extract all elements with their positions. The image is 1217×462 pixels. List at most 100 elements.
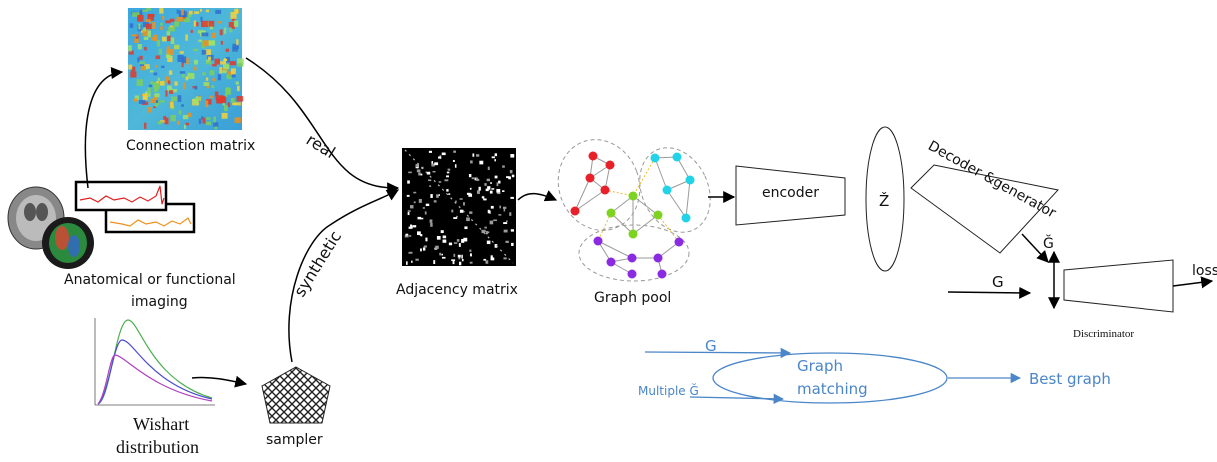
heatmap-cell: [186, 57, 189, 65]
adjacency-dot: [431, 163, 435, 167]
connection-matrix-heatmap: [128, 8, 244, 130]
adjacency-dot: [447, 168, 451, 171]
heatmap-cell: [224, 27, 227, 34]
heatmap-cell: [169, 18, 175, 22]
adjacency-dot: [420, 217, 424, 220]
adjacency-dot: [469, 261, 473, 264]
adjacency-dot: [423, 245, 427, 248]
heatmap-cell: [133, 98, 138, 102]
adjacency-dot: [438, 194, 441, 196]
heatmap-cell: [134, 95, 139, 101]
heatmap-cell: [234, 8, 239, 14]
adjacency-dot: [432, 170, 436, 173]
heatmap-cell: [193, 20, 197, 27]
g-hat-label: Ğ: [1043, 236, 1054, 252]
heatmap-cell: [230, 68, 236, 75]
heatmap-cell: [236, 61, 244, 67]
heatmap-cell: [145, 19, 151, 23]
adjacency-dot: [469, 211, 473, 214]
heatmap-cell: [150, 70, 154, 73]
heatmap-cell: [131, 34, 139, 37]
heatmap-cell: [203, 82, 209, 86]
heatmap-cell: [227, 102, 231, 107]
adjacency-dot: [407, 210, 411, 212]
adjacency-dot: [458, 243, 461, 247]
heatmap-cell: [201, 116, 204, 120]
adjacency-dot: [420, 248, 422, 252]
heatmap-cell: [223, 58, 227, 65]
graph-node-purple: [674, 237, 684, 247]
adjacency-dot: [457, 254, 461, 258]
heatmap-cell: [170, 37, 175, 45]
heatmap-cell: [190, 29, 193, 33]
graph-node-cyan: [650, 153, 660, 163]
heatmap-cell: [144, 46, 147, 51]
heatmap-cell: [177, 55, 184, 62]
adjacency-dot: [452, 159, 455, 162]
heatmap-cell: [214, 58, 220, 65]
heatmap-cell: [150, 81, 154, 85]
heatmap-cell: [134, 38, 139, 43]
heatmap-cell: [160, 120, 166, 123]
heatmap-cell: [155, 55, 161, 60]
heatmap-cell: [223, 64, 230, 70]
adjacency-dot: [490, 182, 492, 184]
heatmap-cell: [155, 64, 158, 68]
heatmap-cell: [225, 48, 229, 52]
heatmap-cell: [177, 95, 182, 102]
adjacency-dot: [424, 211, 427, 215]
graph-node-green: [606, 208, 616, 218]
heatmap-cell: [161, 15, 165, 20]
adjacency-dot: [490, 205, 494, 209]
heatmap-cell: [222, 70, 227, 74]
adjacency-dot: [433, 260, 436, 265]
heatmap-cell: [229, 61, 237, 66]
heatmap-cell: [142, 29, 149, 37]
heatmap-cell: [234, 102, 241, 106]
heatmap-cell: [185, 76, 189, 81]
heatmap-cell: [167, 35, 171, 42]
heatmap-cell: [197, 30, 205, 34]
heatmap-cell: [225, 57, 230, 63]
adjacency-dot: [407, 180, 410, 184]
heatmap-cell: [216, 95, 224, 103]
adjacency-matrix: [402, 148, 516, 266]
heatmap-cell: [227, 73, 232, 80]
adjacency-dot: [489, 190, 493, 194]
heatmap-cell: [232, 43, 239, 50]
adjacency-matrix-label: Adjacency matrix: [396, 282, 518, 298]
heatmap-cell: [157, 121, 163, 125]
adjacency-dot: [433, 200, 437, 203]
heatmap-cell: [137, 44, 142, 50]
heatmap-cell: [183, 17, 191, 23]
heatmap-cell: [212, 78, 216, 82]
g-label: G: [992, 273, 1004, 291]
heatmap-cell: [185, 34, 188, 41]
heatmap-cell: [223, 59, 228, 62]
graph-node-cyan: [662, 185, 672, 195]
adjacency-dot: [491, 188, 495, 190]
heatmap-cell: [129, 23, 134, 28]
adjacency-dot: [485, 188, 489, 192]
heatmap-cell: [211, 32, 216, 39]
graph-matching-label-line1: Graph: [797, 357, 844, 375]
heatmap-cell: [220, 40, 223, 45]
heatmap-cell: [171, 88, 177, 93]
heatmap-cell: [137, 57, 140, 63]
heatmap-cell: [153, 95, 158, 102]
adjacency-dot: [407, 212, 410, 216]
adjacency-dot: [468, 193, 473, 197]
heatmap-cell: [214, 91, 219, 97]
heatmap-cell: [154, 93, 160, 98]
heatmap-cell: [153, 106, 157, 109]
graph-node-red: [570, 206, 580, 216]
adjacency-dot: [502, 190, 505, 192]
heatmap-cell: [205, 60, 212, 65]
connection-matrix-label: Connection matrix: [126, 138, 256, 154]
adjacency-dot: [413, 191, 417, 194]
adjacency-dot: [498, 214, 502, 216]
matching-arrows: [644, 347, 1022, 404]
adjacency-dot: [418, 172, 421, 176]
heatmap-cell: [195, 96, 202, 102]
adjacency-dot: [434, 162, 439, 166]
